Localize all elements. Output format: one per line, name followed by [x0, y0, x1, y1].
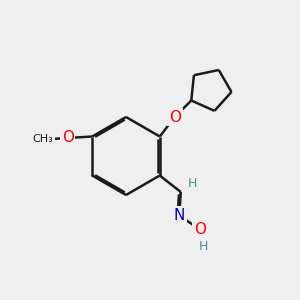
Text: H: H [199, 240, 208, 253]
Text: O: O [61, 130, 74, 146]
Text: N: N [174, 208, 185, 223]
Text: CH₃: CH₃ [33, 134, 53, 144]
Text: O: O [169, 110, 181, 124]
Text: O: O [194, 222, 206, 237]
Text: H: H [188, 177, 197, 190]
